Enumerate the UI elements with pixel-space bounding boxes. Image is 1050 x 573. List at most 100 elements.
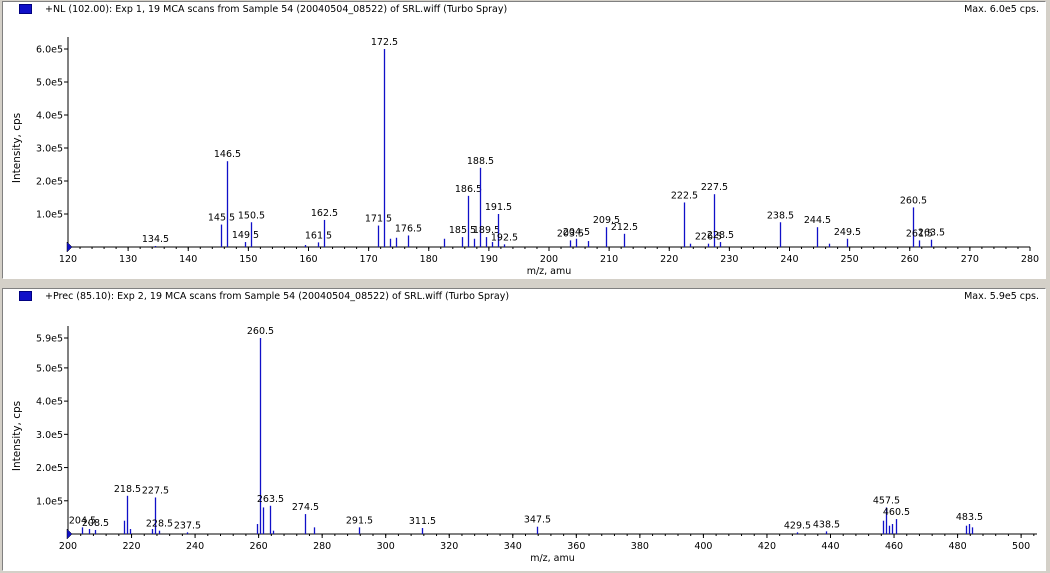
y-tick-label: 1.0e5 [36,210,63,221]
peak-label: 204.5 [69,515,96,526]
x-tick-label: 320 [440,541,458,552]
x-tick-label: 440 [821,541,839,552]
peak-label: 438.5 [813,519,840,530]
peak-label: 457.5 [873,495,900,506]
y-tick-label: 5.0e5 [36,78,63,89]
baseline-marker [66,528,73,540]
x-tick-label: 500 [1012,541,1030,552]
series-color-icon[interactable] [19,4,32,14]
peak-label: 186.5 [455,184,482,195]
max-intensity-label: Max. 6.0e5 cps. [964,4,1039,15]
y-tick-label: 5.9e5 [36,334,63,345]
peak-label: 191.5 [485,202,512,213]
peak-label: 212.5 [611,222,638,233]
x-tick-label: 200 [540,254,558,265]
peak-label: 249.5 [834,227,861,238]
series-color-icon[interactable] [19,291,32,301]
x-tick-label: 240 [780,254,798,265]
x-tick-label: 460 [885,541,903,552]
x-tick-label: 140 [179,254,197,265]
spectrum-panel-prec[interactable]: +Prec (85.10): Exp 2, 19 MCA scans from … [2,288,1046,571]
y-axis-title: Intensity, cps [11,401,23,471]
x-tick-label: 180 [420,254,438,265]
peak-label: 176.5 [395,223,422,234]
x-tick-label: 480 [949,541,967,552]
peak-label: 209.5 [593,215,620,226]
peak-label: 162.5 [311,208,338,219]
x-tick-label: 240 [186,541,204,552]
x-tick-label: 360 [567,541,585,552]
peak-label: 146.5 [214,149,241,160]
peak-label: 227.5 [142,485,169,496]
y-tick-label: 1.0e5 [36,496,63,507]
x-tick-label: 420 [758,541,776,552]
x-tick-label: 220 [122,541,140,552]
x-axis-title: m/z, amu [530,553,575,564]
peak-label: 260.5 [900,195,927,206]
panel-header: +NL (102.00): Exp 1, 19 MCA scans from S… [3,2,1045,18]
peak-label: 460.5 [883,507,910,518]
pane-splitter[interactable] [0,280,1050,287]
spectrum-panel-nl[interactable]: +NL (102.00): Exp 1, 19 MCA scans from S… [2,1,1046,279]
peak-label: 483.5 [956,512,983,523]
peak-label: 150.5 [238,210,265,221]
x-tick-label: 200 [59,541,77,552]
peak-label: 149.5 [232,230,259,241]
peak-label: 218.5 [114,484,141,495]
x-tick-label: 280 [1021,254,1039,265]
y-tick-label: 2.0e5 [36,177,63,188]
y-tick-label: 5.0e5 [36,363,63,374]
peak-label: 311.5 [409,516,436,527]
y-tick-label: 3.0e5 [36,430,63,441]
peak-label: 260.5 [247,326,274,337]
y-tick-label: 2.0e5 [36,463,63,474]
peak-label: 238.5 [767,210,794,221]
peak-label: 188.5 [467,156,494,167]
x-tick-label: 400 [694,541,712,552]
y-axis-title: Intensity, cps [11,113,23,183]
x-tick-label: 380 [631,541,649,552]
peak-label: 171.5 [365,214,392,225]
peak-label: 263.5 [257,494,284,505]
peak-label: 429.5 [784,520,811,531]
peak-label: 261.5 [906,228,933,239]
x-tick-label: 300 [377,541,395,552]
peak-label: 291.5 [346,515,373,526]
prec-spectrum-chart[interactable]: 200 220 240 260 280 300 320 340 360 380 400 420 440 4… [3,289,1047,572]
x-tick-label: 340 [504,541,522,552]
x-tick-label: 210 [600,254,618,265]
peak-label: 185.5 [449,225,476,236]
nl-spectrum-chart[interactable]: 120 130 140 150 160 170 180 190 200 210 220 230 240 2… [3,2,1047,280]
peak-label: 228.5 [707,230,734,241]
x-tick-label: 260 [250,541,268,552]
x-tick-label: 150 [239,254,257,265]
peak-label: 134.5 [142,234,169,245]
peak-label: 237.5 [174,520,201,531]
max-intensity-label: Max. 5.9e5 cps. [964,291,1039,302]
peak-label: 274.5 [292,502,319,513]
peak-label: 244.5 [804,215,831,226]
x-tick-label: 130 [119,254,137,265]
y-tick-label: 4.0e5 [36,397,63,408]
x-tick-label: 260 [901,254,919,265]
x-tick-label: 170 [360,254,378,265]
peak-label: 263.5 [918,228,945,239]
x-tick-label: 190 [480,254,498,265]
y-tick-label: 6.0e5 [36,45,63,56]
y-tick-label: 3.0e5 [36,144,63,155]
spectrum-title: +NL (102.00): Exp 1, 19 MCA scans from S… [45,4,508,15]
x-tick-label: 280 [313,541,331,552]
peak-label: 228.5 [146,519,173,530]
x-tick-label: 120 [59,254,77,265]
peak-label: 192.5 [491,232,518,243]
x-tick-label: 250 [841,254,859,265]
peak-label: 161.5 [305,230,332,241]
peak-label: 347.5 [524,515,551,526]
peak-label: 227.5 [701,182,728,193]
x-tick-label: 220 [660,254,678,265]
y-tick-label: 4.0e5 [36,111,63,122]
peak-label: 204.5 [563,227,590,238]
x-axis-title: m/z, amu [527,266,572,277]
peak-label: 203.5 [557,228,584,239]
baseline-marker [66,241,73,253]
